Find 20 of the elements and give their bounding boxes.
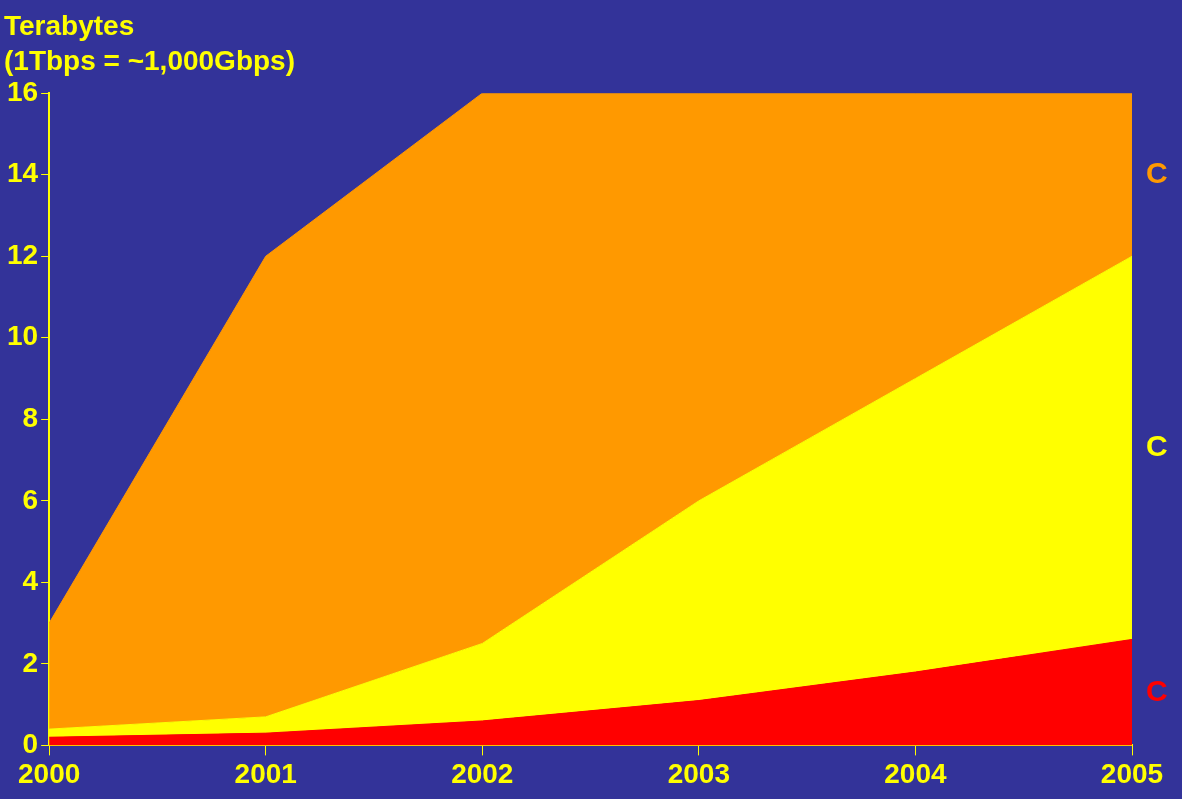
series-label: C bbox=[1146, 429, 1168, 463]
y-tick-label: 6 bbox=[22, 483, 39, 515]
y-tick-label: 0 bbox=[22, 728, 39, 760]
series-label: C bbox=[1146, 673, 1168, 707]
x-tick-label: 2004 bbox=[884, 757, 947, 789]
y-tick-label: 14 bbox=[6, 157, 39, 189]
y-tick-label: 16 bbox=[6, 75, 39, 107]
x-tick-label: 2002 bbox=[451, 757, 514, 789]
y-tick-label: 2 bbox=[22, 646, 39, 678]
y-tick-label: 8 bbox=[22, 402, 39, 434]
y-tick-label: 10 bbox=[6, 320, 39, 352]
x-tick-label: 2001 bbox=[234, 757, 297, 789]
chart-title: Terabytes bbox=[4, 9, 135, 41]
x-tick-label: 2005 bbox=[1100, 757, 1164, 789]
y-tick-label: 12 bbox=[6, 238, 39, 270]
x-tick-label: 2003 bbox=[667, 757, 731, 789]
x-tick-label: 2000 bbox=[18, 757, 81, 789]
series-label: C bbox=[1146, 155, 1168, 189]
chart-subtitle: (1Tbps = ~1,000Gbps) bbox=[4, 45, 295, 77]
y-tick-label: 4 bbox=[22, 565, 39, 597]
